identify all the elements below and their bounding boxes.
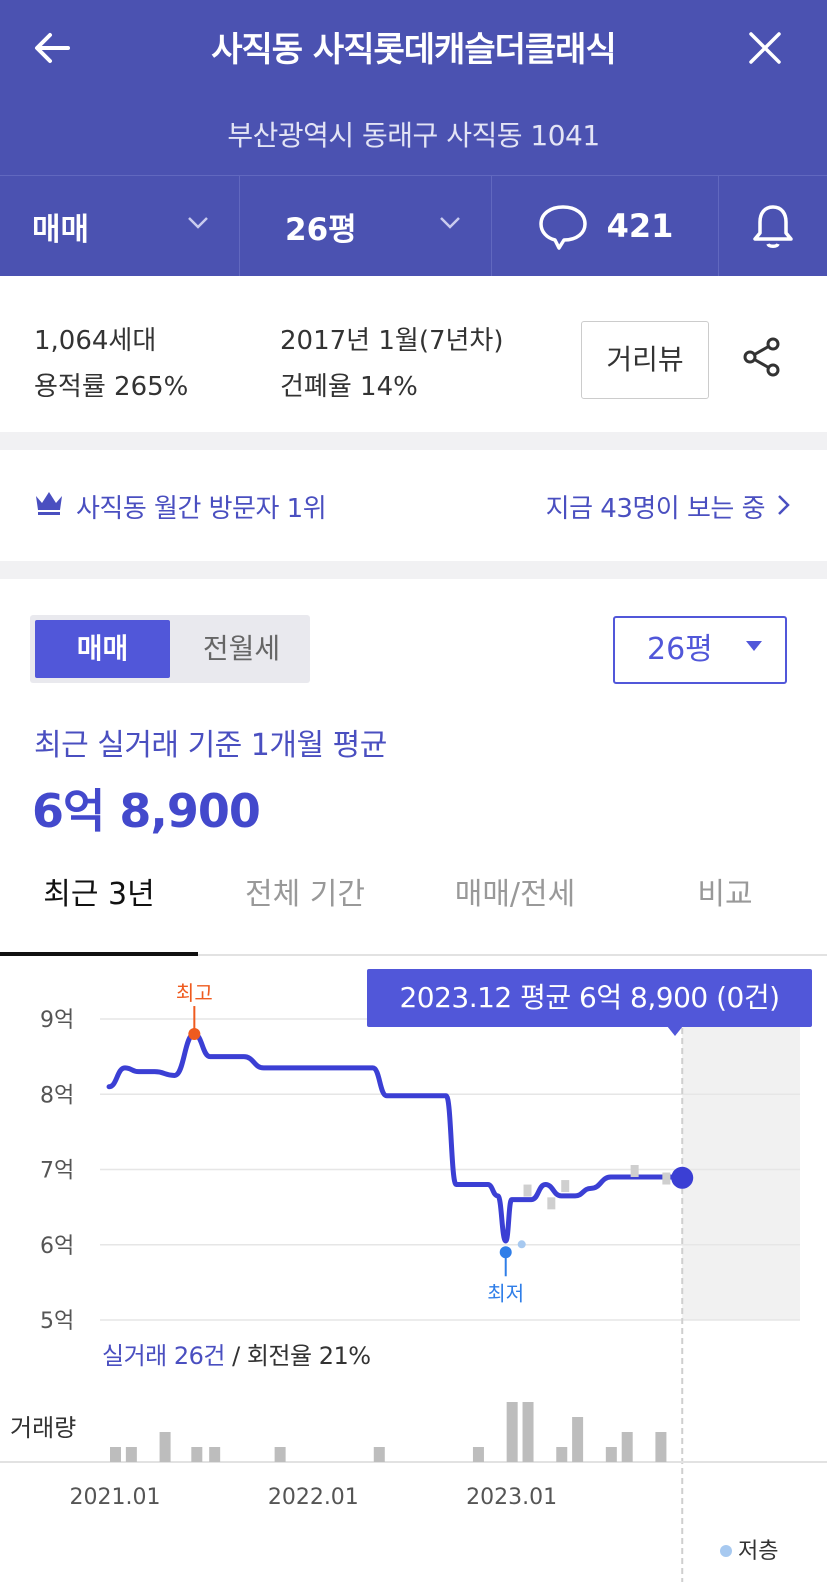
filter-bar: 매매 26평 421 <box>0 175 827 276</box>
chart-tooltip: 2023.12 평균 6억 8,900 (0건) <box>367 969 812 1027</box>
current-point <box>671 1166 694 1189</box>
divider <box>0 432 827 450</box>
volume-bar <box>274 1447 286 1462</box>
y-tick-label: 8억 <box>40 1083 74 1108</box>
tab-all-period[interactable]: 전체 기간 <box>245 877 365 912</box>
trade-toggle: 매매 전월세 <box>30 615 310 683</box>
trade-type-dropdown[interactable]: 매매 <box>0 176 240 276</box>
size-dropdown[interactable]: 26평 <box>240 176 492 276</box>
speech-bubble-icon <box>538 205 587 250</box>
address: 부산광역시 동래구 사직동 1041 <box>227 119 600 152</box>
crown-icon <box>36 492 62 515</box>
header: 사직동 사직롯데캐슬더클래식 부산광역시 동래구 사직동 1041 매매 26평… <box>0 0 827 276</box>
tab-recent-3y[interactable]: 최근 3년 <box>0 852 198 956</box>
trade-dot <box>561 1180 570 1193</box>
size-select[interactable]: 26평 <box>613 616 787 684</box>
trade-type-label: 매매 <box>32 211 90 248</box>
visitor-rank: 사직동 월간 방문자 1위 <box>76 494 327 524</box>
transaction-count: 실거래 26건 <box>102 1342 226 1370</box>
future-shade <box>682 1025 800 1320</box>
volume-bar <box>191 1447 203 1462</box>
chevron-right-icon <box>778 495 790 515</box>
page-title: 사직동 사직롯데캐슬더클래식 <box>211 30 616 70</box>
x-tick-label: 2023.01 <box>466 1485 557 1510</box>
current-viewers: 지금 43명이 보는 중 <box>545 494 766 524</box>
y-tick-label: 6억 <box>40 1234 74 1259</box>
volume-label: 거래량 <box>10 1414 77 1442</box>
y-tick-label: 5억 <box>40 1309 74 1334</box>
low-label: 최저 <box>487 1281 524 1305</box>
legend-low-floor: 저층 <box>720 1533 778 1565</box>
close-icon[interactable] <box>741 24 789 72</box>
y-tick-label: 9억 <box>40 1008 74 1033</box>
volume-bar <box>373 1447 385 1462</box>
volume-bar <box>655 1432 667 1462</box>
volume-bar <box>159 1432 171 1462</box>
volume-bar <box>472 1447 484 1462</box>
volume-bar <box>209 1447 221 1462</box>
size-label: 26평 <box>285 211 357 248</box>
y-tick-label: 7억 <box>40 1159 74 1184</box>
price-line <box>106 1031 685 1244</box>
x-tick-label: 2021.01 <box>70 1485 161 1510</box>
trade-dot <box>523 1184 532 1197</box>
y-axis-ticks: 9억 8억 7억 6억 5억 <box>40 1008 74 1334</box>
back-arrow-icon[interactable] <box>28 24 76 72</box>
transaction-summary: 실거래 26건 / 회전율 21% <box>102 1336 371 1371</box>
notification-button[interactable] <box>719 176 827 276</box>
turnover-rate: / 회전율 21% <box>232 1342 371 1370</box>
chart-grid <box>100 1018 800 1582</box>
volume-bars <box>0 1402 827 1463</box>
legend-low-floor-label: 저층 <box>738 1539 779 1564</box>
volume-bar <box>621 1432 633 1462</box>
comments-button[interactable]: 421 <box>492 176 719 276</box>
coverage-ratio: 건폐율 14% <box>280 372 418 402</box>
trade-dot <box>547 1197 556 1210</box>
volume-bar <box>522 1402 534 1462</box>
built-date: 2017년 1월(7년차) <box>280 326 504 356</box>
toggle-rent[interactable]: 전월세 <box>202 632 281 665</box>
comment-count: 421 <box>606 207 674 245</box>
chevron-down-icon <box>188 217 208 229</box>
period-tabs: 최근 3년 전체 기간 매매/전세 비교 <box>0 852 827 956</box>
tooltip-arrow <box>667 1026 683 1036</box>
volume-bar <box>125 1447 137 1462</box>
size-select-label: 26평 <box>647 632 713 667</box>
tab-sale-jeonse[interactable]: 매매/전세 <box>454 877 576 912</box>
x-axis-ticks: 2021.01 2022.01 2023.01 <box>70 1485 558 1510</box>
households: 1,064세대 <box>34 326 157 356</box>
avg-price-label: 최근 실거래 기준 1개월 평균 <box>34 728 387 763</box>
tab-compare[interactable]: 비교 <box>697 877 753 912</box>
floor-area-ratio: 용적률 265% <box>34 372 189 402</box>
divider <box>0 561 827 579</box>
volume-bar <box>556 1447 568 1462</box>
share-icon[interactable] <box>740 335 784 379</box>
caret-down-icon <box>746 641 762 651</box>
bell-icon <box>753 205 793 248</box>
volume-bar <box>110 1447 121 1462</box>
volume-bar <box>572 1417 584 1462</box>
trade-dot <box>630 1165 639 1178</box>
price-series <box>106 1031 685 1244</box>
trade-dot <box>662 1172 671 1185</box>
title-bar: 사직동 사직롯데캐슬더클래식 <box>0 0 827 95</box>
volume-bar <box>506 1402 518 1462</box>
high-point <box>188 1028 201 1041</box>
high-label: 최고 <box>176 981 213 1005</box>
avg-price-value: 6억 8,900 <box>32 784 261 838</box>
chevron-down-icon <box>440 217 460 229</box>
volume-bar <box>605 1447 617 1462</box>
legend-dot <box>720 1545 732 1557</box>
x-tick-label: 2022.01 <box>268 1485 359 1510</box>
low-floor-dot <box>517 1240 526 1249</box>
visitor-banner[interactable]: 사직동 월간 방문자 1위 지금 43명이 보는 중 <box>0 450 827 561</box>
toggle-sale[interactable]: 매매 <box>35 620 170 678</box>
street-view-button[interactable]: 거리뷰 <box>581 321 709 399</box>
